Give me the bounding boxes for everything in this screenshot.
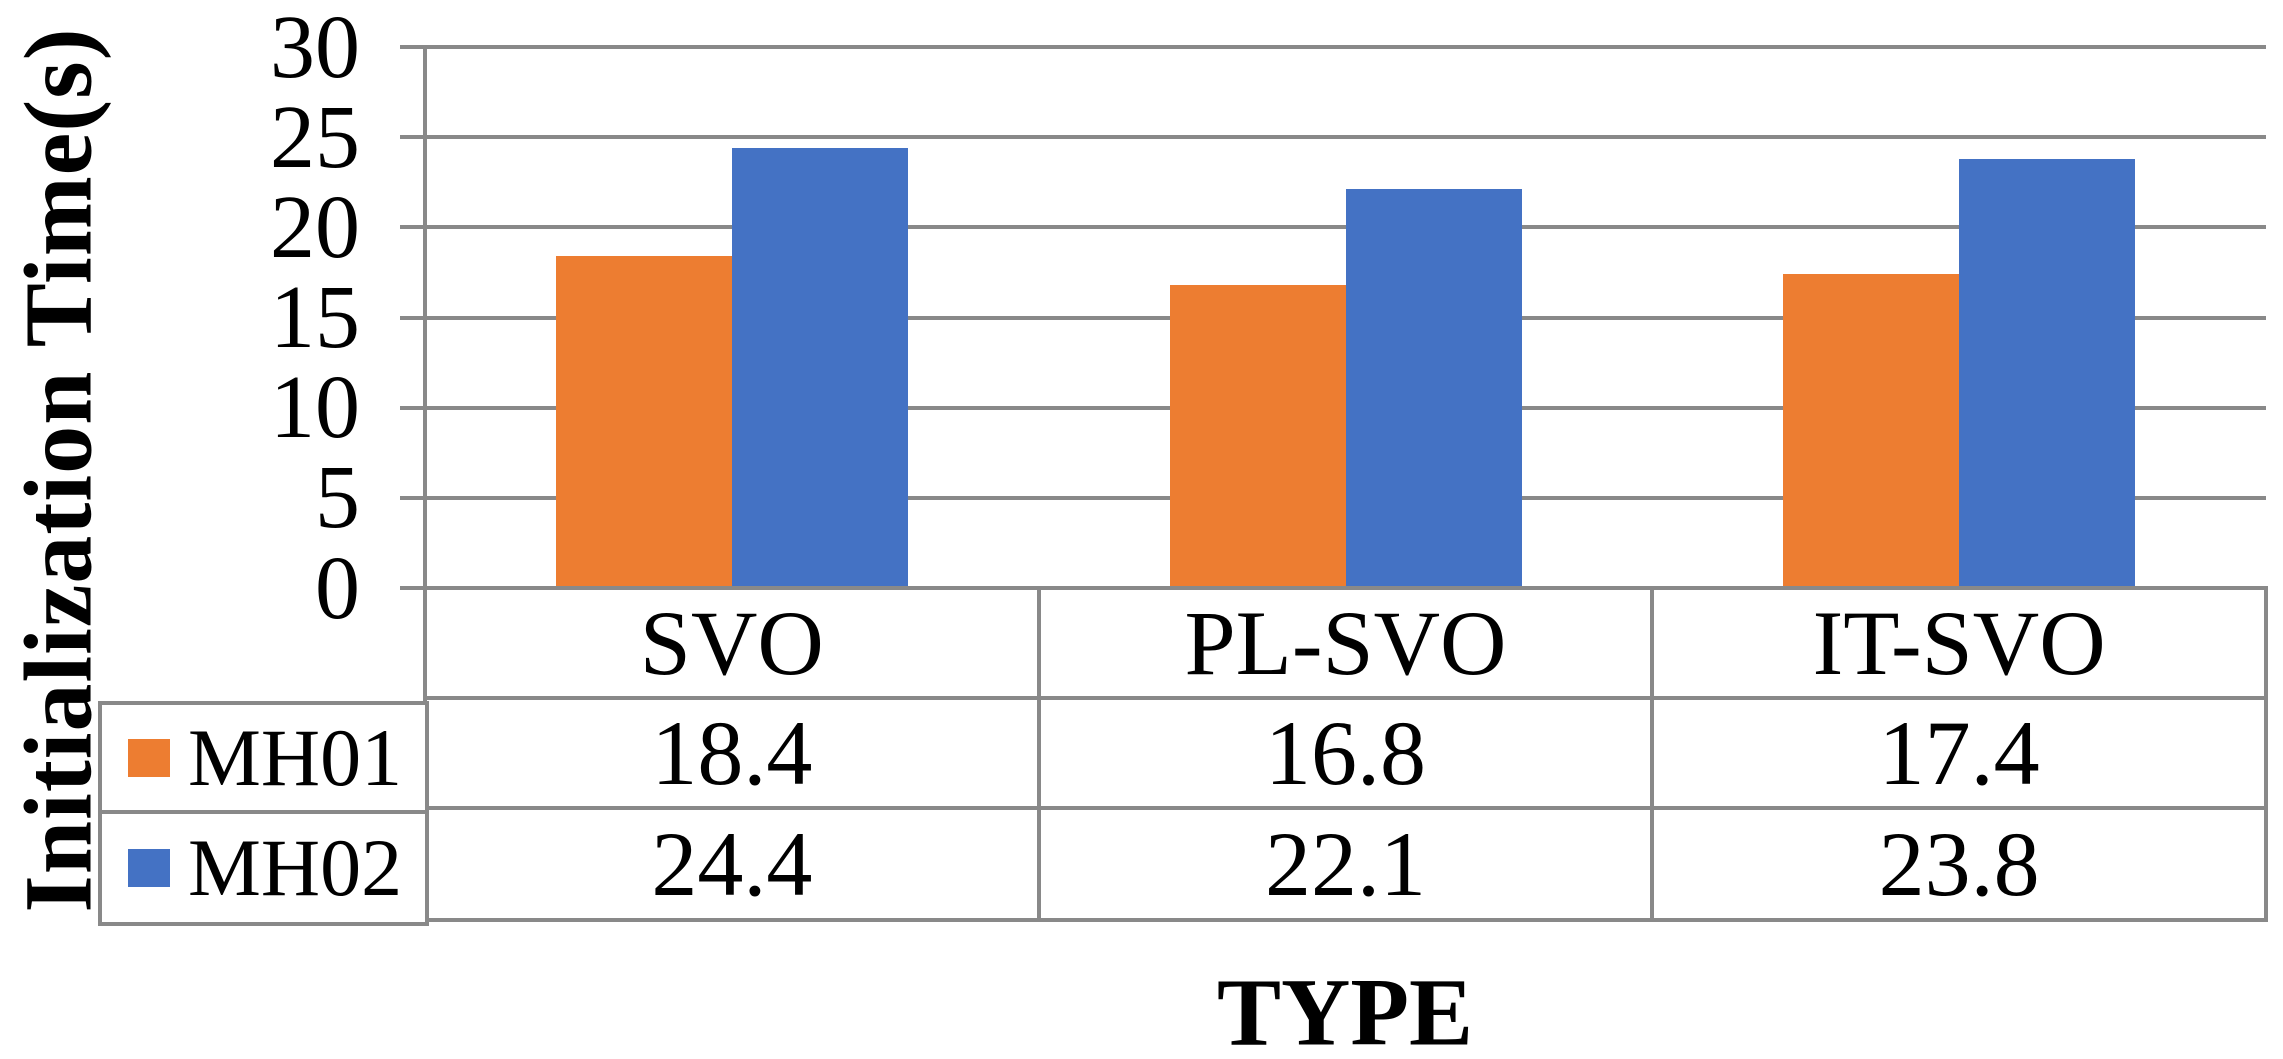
- y-tick-label-0: 0: [315, 538, 360, 638]
- value-cell-MH01-SVO: 18.4: [423, 696, 1041, 810]
- legend-cell-MH01: MH01: [98, 701, 429, 814]
- category-header-IT-SVO: IT-SVO: [1650, 586, 2268, 700]
- bar-MH01-PL-SVO: [1169, 285, 1346, 588]
- bar-MH02-IT-SVO: [1959, 158, 2136, 588]
- bar-MH02-SVO: [731, 147, 908, 588]
- gridline-y-25: [400, 135, 2266, 140]
- legend-label-MH01: MH01: [188, 711, 403, 803]
- bar-MH02-PL-SVO: [1345, 189, 1522, 588]
- gridline-y-20: [400, 225, 2266, 230]
- x-axis-title: TYPE: [1216, 958, 1474, 1059]
- y-tick-label-25: 25: [270, 87, 360, 187]
- legend-table: MH01 MH02: [98, 701, 429, 926]
- value-cell-MH01-PL-SVO: 16.8: [1036, 696, 1655, 810]
- bar-MH01-IT-SVO: [1783, 274, 1960, 588]
- category-header-PL-SVO: PL-SVO: [1036, 586, 1655, 700]
- value-cell-MH01-IT-SVO: 17.4: [1650, 696, 2268, 810]
- value-cell-MH02-SVO: 24.4: [423, 806, 1041, 922]
- y-axis-line: [423, 47, 427, 588]
- legend-cell-MH02: MH02: [98, 810, 429, 926]
- values-table: SVO PL-SVO IT-SVO 18.4 16.8 17.4 24.4 22.1 23.8: [423, 586, 2268, 922]
- y-tick-label-20: 20: [270, 177, 360, 277]
- y-tick-label-30: 30: [270, 0, 360, 97]
- value-cell-MH02-IT-SVO: 23.8: [1650, 806, 2268, 922]
- y-tick-label-5: 5: [315, 448, 360, 548]
- category-header-SVO: SVO: [423, 586, 1041, 700]
- value-cell-MH02-PL-SVO: 22.1: [1036, 806, 1655, 922]
- legend-swatch-MH02: [128, 849, 170, 887]
- y-tick-label-10: 10: [270, 358, 360, 458]
- y-tick-label-15: 15: [270, 268, 360, 367]
- legend-swatch-MH01: [128, 738, 170, 777]
- legend-label-MH02: MH02: [188, 822, 403, 913]
- bar-MH01-SVO: [555, 256, 732, 588]
- gridline-y-30: [400, 45, 2266, 49]
